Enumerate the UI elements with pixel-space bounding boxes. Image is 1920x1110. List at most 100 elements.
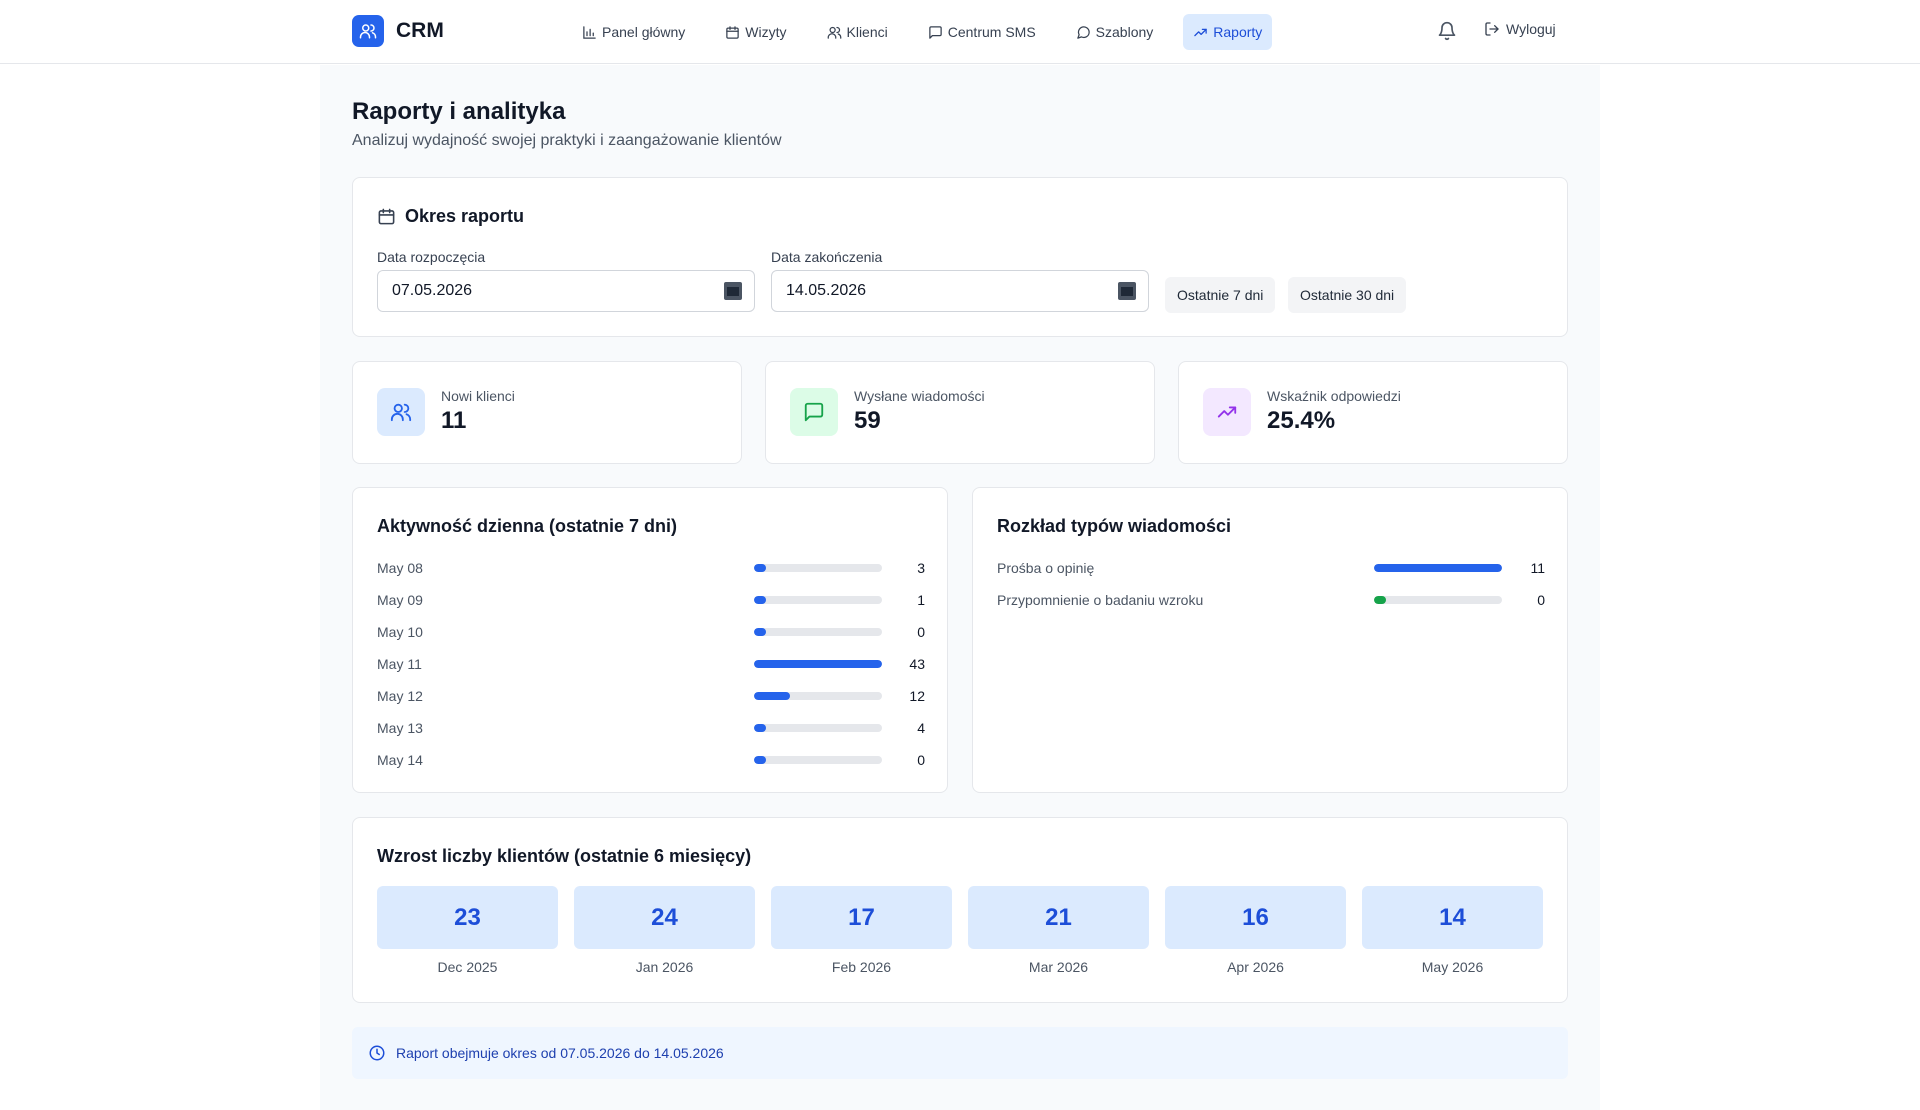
activity-bar-fill <box>754 596 766 604</box>
report-period-card: Okres raportu Data rozpoczęcia 07.05.202… <box>352 177 1568 337</box>
nav-item-dashboard[interactable]: Panel główny <box>572 14 695 50</box>
calendar-icon <box>726 25 740 39</box>
calendar-picker-icon[interactable] <box>724 282 742 300</box>
stat-card-new-clients: Nowi klienci 11 <box>352 361 742 464</box>
page-title: Raporty i analityka <box>352 98 566 125</box>
activity-label: May 13 <box>377 720 423 736</box>
message-type-row: Przypomnienie o badaniu wzroku 0 <box>997 590 1545 610</box>
stat-value: 11 <box>441 407 467 434</box>
activity-label: May 14 <box>377 752 423 768</box>
bell-icon <box>1438 21 1456 41</box>
activity-bar-track <box>754 564 882 572</box>
nav-item-label: Klienci <box>846 24 888 40</box>
activity-value: 1 <box>917 592 925 608</box>
last-7-days-button[interactable]: Ostatnie 7 dni <box>1165 277 1276 313</box>
activity-label: May 11 <box>377 656 422 672</box>
stat-card-messages-sent: Wysłane wiadomości 59 <box>765 361 1155 464</box>
nav-item-clients[interactable]: Klienci <box>817 14 898 50</box>
activity-row: May 09 1 <box>377 590 925 610</box>
stat-value: 25.4% <box>1267 407 1336 434</box>
logout-icon <box>1485 22 1499 36</box>
activity-bar-fill <box>754 628 766 636</box>
calendar-icon <box>378 208 395 225</box>
activity-row: May 14 0 <box>377 750 925 770</box>
trending-up-icon <box>1203 388 1251 436</box>
start-date-input[interactable]: 07.05.2026 <box>377 270 755 312</box>
activity-label: May 12 <box>377 688 423 704</box>
start-date-label: Data rozpoczęcia <box>377 249 486 265</box>
stat-label: Wysłane wiadomości <box>854 388 985 404</box>
message-type-value: 11 <box>1530 560 1545 576</box>
month-label: Dec 2025 <box>437 959 498 975</box>
activity-value: 0 <box>917 624 925 640</box>
month-count-tile: 23 <box>377 886 558 949</box>
message-square-icon <box>790 388 838 436</box>
activity-label: May 08 <box>377 560 423 576</box>
month-count-tile: 21 <box>968 886 1149 949</box>
activity-label: May 10 <box>377 624 423 640</box>
activity-bar-fill <box>754 756 766 764</box>
nav-item-sms-center[interactable]: Centrum SMS <box>918 14 1046 50</box>
users-icon <box>827 26 841 39</box>
activity-row: May 10 0 <box>377 622 925 642</box>
activity-row: May 12 12 <box>377 686 925 706</box>
activity-value: 12 <box>909 688 925 704</box>
nav-item-label: Wizyty <box>745 24 787 40</box>
month-count-tile: 24 <box>574 886 755 949</box>
end-date-value: 14.05.2026 <box>786 282 867 299</box>
report-period-header: Okres raportu <box>377 206 524 227</box>
activity-bar-fill <box>754 724 766 732</box>
activity-value: 3 <box>917 560 925 576</box>
trending-up-icon <box>1194 28 1208 36</box>
end-date-label: Data zakończenia <box>771 249 883 265</box>
start-date-value: 07.05.2026 <box>392 282 473 299</box>
stat-card-response-rate: Wskaźnik odpowiedzi 25.4% <box>1178 361 1568 464</box>
client-growth-card: Wzrost liczby klientów (ostatnie 6 miesi… <box>352 817 1568 1003</box>
nav-item-templates[interactable]: Szablony <box>1066 14 1164 50</box>
message-type-bar-fill <box>1374 564 1502 572</box>
calendar-picker-icon[interactable] <box>1118 282 1136 300</box>
month-count-tile: 16 <box>1165 886 1346 949</box>
end-date-input[interactable]: 14.05.2026 <box>771 270 1149 312</box>
message-types-card: Rozkład typów wiadomości Prośba o opinię… <box>972 487 1568 793</box>
stat-label: Nowi klienci <box>441 388 515 404</box>
message-square-icon <box>929 25 942 39</box>
stat-value: 59 <box>854 407 881 434</box>
client-growth-title: Wzrost liczby klientów (ostatnie 6 miesi… <box>377 846 752 866</box>
month-label: May 2026 <box>1421 959 1484 975</box>
month-count-tile: 14 <box>1362 886 1543 949</box>
logout-label: Wyloguj <box>1506 21 1556 37</box>
nav-item-appointments[interactable]: Wizyty <box>715 14 796 50</box>
top-navigation: CRM Panel główny Wizyty Klienci Centrum … <box>0 0 1920 64</box>
stat-label: Wskaźnik odpowiedzi <box>1267 388 1401 404</box>
nav-item-label: Szablony <box>1095 24 1154 40</box>
nav-item-label: Raporty <box>1213 24 1263 40</box>
activity-value: 4 <box>917 720 925 736</box>
message-type-bar-fill <box>1374 596 1386 604</box>
nav-item-reports[interactable]: Raporty <box>1183 14 1273 50</box>
month-label: Jan 2026 <box>635 959 694 975</box>
activity-value: 43 <box>909 656 925 672</box>
notifications-button[interactable] <box>1437 21 1457 46</box>
nav-item-label: Centrum SMS <box>947 24 1036 40</box>
activity-value: 0 <box>917 752 925 768</box>
daily-activity-title: Aktywność dzienna (ostatnie 7 dni) <box>377 516 678 536</box>
message-type-bar-track <box>1374 564 1502 572</box>
daily-activity-card: Aktywność dzienna (ostatnie 7 dni) May 0… <box>352 487 948 793</box>
activity-bar-fill <box>754 692 790 700</box>
month-count-tile: 17 <box>771 886 952 949</box>
month-label: Feb 2026 <box>831 959 892 975</box>
last-30-days-button[interactable]: Ostatnie 30 dni <box>1288 277 1407 313</box>
activity-bar-track <box>754 724 882 732</box>
main-nav: Panel główny Wizyty Klienci Centrum SMS … <box>572 14 1292 50</box>
users-icon <box>377 388 425 436</box>
bar-chart-icon <box>583 25 596 39</box>
message-type-bar-track <box>1374 596 1502 604</box>
activity-row: May 13 4 <box>377 718 925 738</box>
message-type-row: Prośba o opinię 11 <box>997 558 1545 578</box>
report-period-title: Okres raportu <box>405 206 525 226</box>
logout-button[interactable]: Wyloguj <box>1484 21 1556 37</box>
activity-bar-track <box>754 596 882 604</box>
brand[interactable]: CRM <box>352 15 444 47</box>
activity-row: May 11 43 <box>377 654 925 674</box>
